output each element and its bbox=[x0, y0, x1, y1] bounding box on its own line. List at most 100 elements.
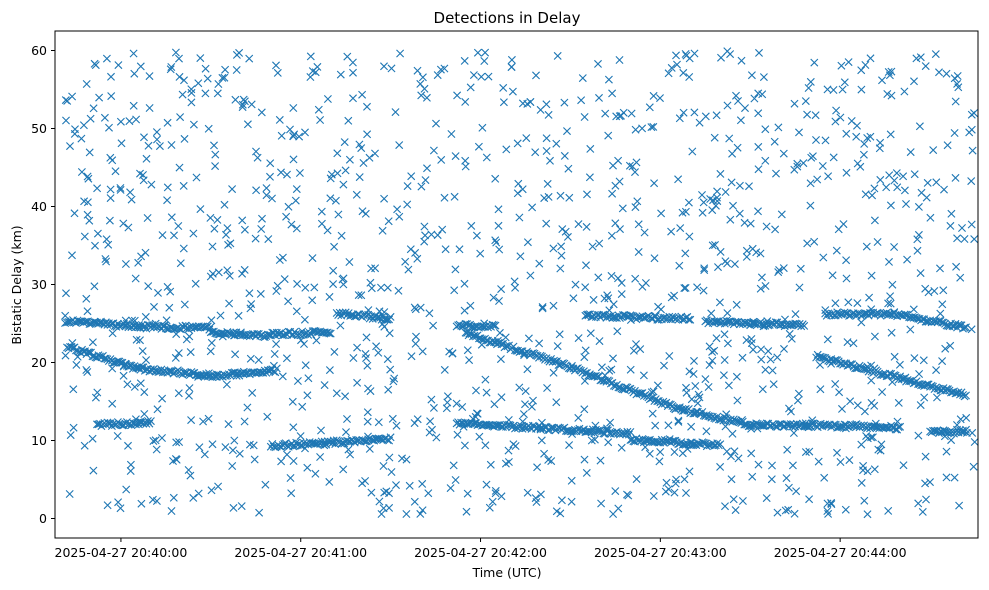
detection-point bbox=[641, 443, 650, 452]
detection-point bbox=[293, 279, 302, 288]
detection-point bbox=[762, 494, 771, 503]
detection-point bbox=[873, 238, 882, 246]
detection-point bbox=[685, 367, 694, 376]
detection-point bbox=[580, 113, 589, 121]
detection-point bbox=[83, 307, 92, 316]
detection-point bbox=[83, 210, 92, 219]
detection-point bbox=[411, 339, 420, 348]
detection-point bbox=[860, 496, 869, 505]
detection-point bbox=[731, 506, 740, 515]
detection-point bbox=[807, 419, 816, 428]
detection-point bbox=[453, 91, 462, 100]
detection-point bbox=[939, 384, 948, 393]
detection-point bbox=[167, 63, 176, 71]
detection-point bbox=[700, 264, 709, 273]
detection-point bbox=[563, 127, 571, 136]
detection-point bbox=[232, 50, 241, 59]
detection-point bbox=[953, 234, 962, 243]
detection-point bbox=[105, 123, 113, 132]
detection-point bbox=[106, 194, 115, 203]
detection-point bbox=[723, 47, 732, 56]
detection-point bbox=[648, 409, 657, 418]
detection-point bbox=[331, 196, 340, 205]
detection-point bbox=[861, 190, 870, 199]
detection-point bbox=[870, 465, 879, 474]
detection-point bbox=[940, 432, 949, 441]
detection-point bbox=[186, 471, 195, 480]
detection-point bbox=[284, 297, 293, 306]
detection-point bbox=[777, 210, 786, 219]
detection-point bbox=[116, 117, 125, 126]
detection-point bbox=[841, 505, 850, 514]
detection-point bbox=[473, 48, 482, 57]
detection-point bbox=[853, 299, 862, 308]
detection-point bbox=[95, 93, 104, 102]
detection-point bbox=[893, 417, 902, 426]
detection-point bbox=[806, 179, 815, 188]
detection-point bbox=[605, 306, 614, 315]
detection-point bbox=[615, 56, 624, 64]
detection-point bbox=[108, 329, 117, 338]
detection-point bbox=[867, 398, 876, 407]
detection-point bbox=[614, 274, 622, 283]
detection-point bbox=[735, 209, 744, 218]
detection-point bbox=[448, 349, 457, 358]
detection-point bbox=[631, 125, 640, 134]
detection-point bbox=[220, 73, 229, 82]
detection-point bbox=[574, 334, 583, 343]
detection-point bbox=[581, 283, 590, 292]
detection-point bbox=[442, 404, 451, 413]
detection-point bbox=[716, 247, 725, 256]
detection-point bbox=[171, 353, 180, 362]
detection-point bbox=[382, 315, 391, 324]
detection-point bbox=[625, 161, 634, 170]
detection-point bbox=[967, 220, 976, 229]
detection-point bbox=[713, 197, 722, 206]
detection-point bbox=[725, 134, 734, 143]
detection-point bbox=[344, 116, 353, 125]
x-tick-label: 2025-04-27 20:43:00 bbox=[594, 545, 727, 560]
detection-point bbox=[878, 388, 887, 396]
detection-point bbox=[387, 468, 396, 476]
detection-point bbox=[372, 342, 381, 351]
detection-point bbox=[336, 321, 345, 330]
detection-point bbox=[65, 490, 74, 498]
detection-point bbox=[374, 434, 383, 443]
detection-point bbox=[532, 71, 540, 80]
detection-point bbox=[286, 125, 294, 134]
detection-point bbox=[582, 468, 591, 477]
detection-point bbox=[504, 446, 513, 455]
detection-point bbox=[870, 364, 879, 373]
detection-point bbox=[210, 141, 218, 150]
detection-point bbox=[650, 179, 659, 188]
detection-point bbox=[536, 490, 545, 499]
detection-point bbox=[803, 239, 812, 248]
detection-point bbox=[392, 421, 401, 430]
detection-point bbox=[635, 389, 644, 398]
detection-point bbox=[605, 366, 614, 375]
detection-point bbox=[960, 235, 969, 243]
detection-point bbox=[685, 73, 694, 81]
detection-point bbox=[888, 378, 897, 386]
detection-point bbox=[684, 315, 693, 324]
detection-point bbox=[631, 168, 639, 177]
detection-point bbox=[609, 161, 617, 170]
detection-point bbox=[676, 224, 685, 233]
detection-point bbox=[923, 178, 932, 187]
detection-point bbox=[126, 188, 135, 197]
detection-point bbox=[472, 409, 481, 418]
detection-point bbox=[938, 300, 947, 309]
detection-point bbox=[385, 503, 394, 512]
detection-point bbox=[218, 329, 227, 338]
detection-point bbox=[499, 98, 508, 107]
detection-point bbox=[343, 415, 351, 423]
detection-point bbox=[645, 103, 654, 112]
detection-point bbox=[716, 462, 725, 471]
detection-point bbox=[491, 174, 500, 183]
detection-point bbox=[246, 354, 255, 363]
detection-point bbox=[339, 274, 348, 283]
detection-point bbox=[90, 282, 99, 291]
detection-point bbox=[836, 309, 845, 318]
detection-point bbox=[427, 395, 436, 404]
detection-point bbox=[518, 185, 527, 194]
